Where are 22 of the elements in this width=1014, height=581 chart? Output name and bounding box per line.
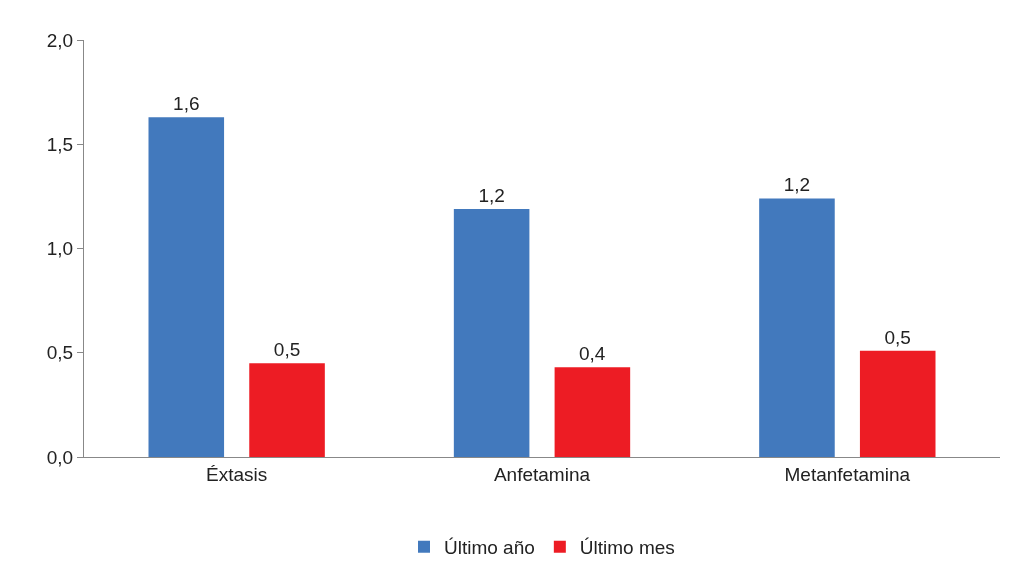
data-label: 0,5 <box>273 339 301 361</box>
bar <box>249 363 325 457</box>
x-tick-label: Metanfetamina <box>784 463 911 485</box>
x-tick-label: Anfetamina <box>493 463 591 485</box>
y-tick-label: 1,5 <box>46 133 74 155</box>
data-label: 1,6 <box>173 93 200 115</box>
y-tick-label: 0,5 <box>46 342 74 364</box>
y-tick-label: 2,0 <box>46 29 74 51</box>
data-label: 0,4 <box>578 343 606 365</box>
bar <box>148 117 225 457</box>
y-tick-label: 1,0 <box>46 238 74 260</box>
bar <box>759 198 835 457</box>
y-tick-label: 0,0 <box>46 446 74 468</box>
data-label: 0,5 <box>884 326 911 348</box>
x-tick-label: Éxtasis <box>206 463 268 485</box>
legend-label: Último año <box>444 537 535 559</box>
legend-label: Último mes <box>579 537 675 559</box>
bar <box>453 208 530 457</box>
data-label: 1,2 <box>478 184 505 206</box>
bar <box>554 367 631 457</box>
data-label: 1,2 <box>783 174 811 196</box>
bar <box>859 350 936 457</box>
